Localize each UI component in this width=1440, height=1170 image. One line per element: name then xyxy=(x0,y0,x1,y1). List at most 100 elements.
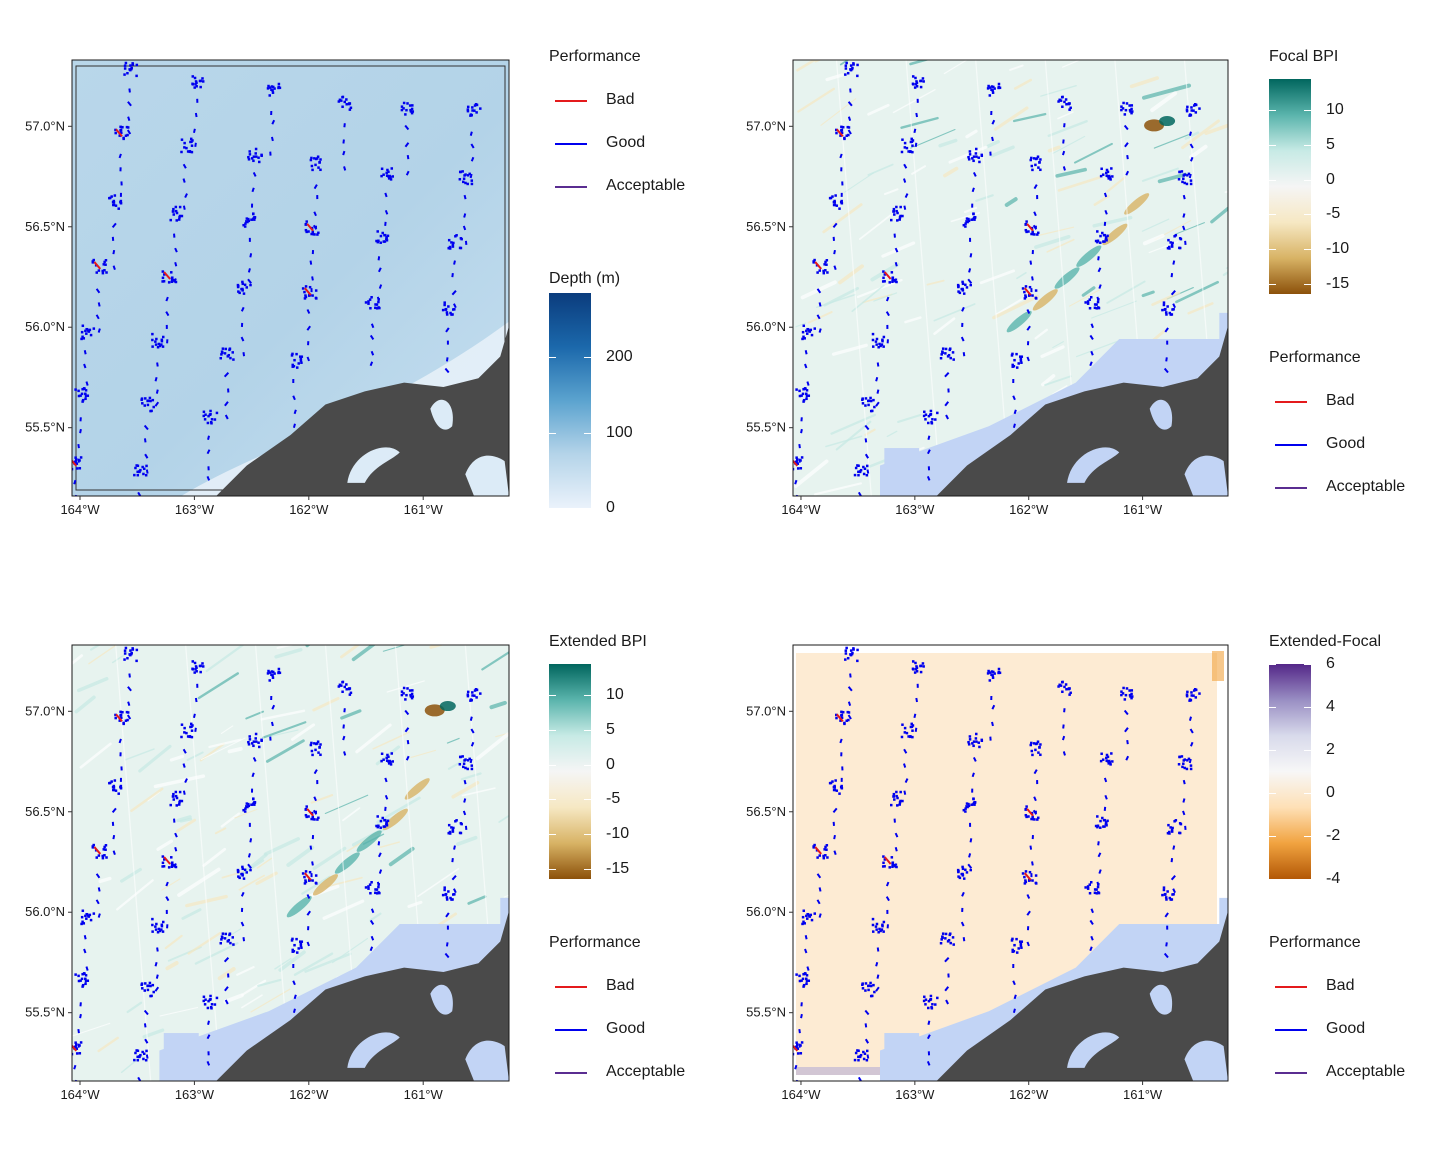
legend-item-label: Bad xyxy=(606,91,635,108)
x-tick-label: 163°W xyxy=(175,502,215,517)
station-good xyxy=(266,667,282,741)
x-tick-label: 163°W xyxy=(895,502,935,517)
station-good xyxy=(108,194,123,271)
station-bad xyxy=(1024,220,1040,293)
legend-item-label: Good xyxy=(1326,435,1366,452)
station-good xyxy=(1099,167,1114,241)
station-good xyxy=(123,61,139,135)
y-tick-label: 56.0°N xyxy=(746,319,786,334)
x-tick-label: 164°W xyxy=(781,1087,821,1102)
lake xyxy=(1184,1040,1228,1081)
station-good xyxy=(123,646,139,720)
lake xyxy=(1149,984,1173,1015)
colorbar-title: Extended BPI xyxy=(549,633,647,650)
y-tick-label: 55.5°N xyxy=(746,1005,786,1020)
land-mass xyxy=(936,910,1228,1081)
station-bad xyxy=(91,258,108,333)
legend-item-label: Bad xyxy=(1326,392,1355,409)
colorbar-legend: Extended-Focal xyxy=(1269,633,1381,651)
station-bad xyxy=(161,270,178,344)
station-bad xyxy=(1024,805,1040,878)
station-good xyxy=(939,347,955,420)
colorbar xyxy=(549,293,591,508)
station-good xyxy=(939,932,955,1005)
station-good xyxy=(1029,740,1042,815)
station-good xyxy=(309,740,322,815)
colorbar-tick-label: 2 xyxy=(1326,741,1335,758)
legend-item-good: Good xyxy=(549,134,749,154)
legend-item-label: Acceptable xyxy=(606,1063,686,1080)
colorbar-tick-label: -10 xyxy=(606,824,630,842)
panel-border xyxy=(792,59,1229,497)
lake xyxy=(430,984,453,1015)
station-bad xyxy=(812,258,829,333)
station-good xyxy=(309,155,322,230)
lake xyxy=(347,1032,400,1068)
x-tick-label: 164°W xyxy=(781,502,821,517)
station-good xyxy=(1177,755,1193,830)
station-good xyxy=(911,660,925,732)
station-good xyxy=(871,917,886,992)
legend-item-acceptable: Acceptable xyxy=(549,1063,749,1083)
station-good xyxy=(986,667,1002,741)
station-good xyxy=(202,994,219,1066)
panel-border xyxy=(71,644,510,1082)
legend-key-line xyxy=(555,186,587,188)
station-bad xyxy=(1021,285,1038,362)
y-tick-label: 55.5°N xyxy=(25,1005,65,1020)
station-good xyxy=(180,722,194,795)
station-good xyxy=(1084,295,1101,367)
lake xyxy=(465,1040,509,1081)
legend-item-label: Acceptable xyxy=(1326,478,1406,495)
legend-item-good: Good xyxy=(549,1020,749,1040)
station-good xyxy=(447,234,463,309)
colorbar-tick-label: 10 xyxy=(606,686,624,704)
map-depth: 164°W 163°W 162°W 161°W 57.0°N 56.5°N 56.0°N 55… xyxy=(25,59,510,517)
station-good xyxy=(151,917,165,992)
legend-item-label: Acceptable xyxy=(606,177,686,194)
station-good xyxy=(844,646,859,720)
map-extended: 164°W 163°W 162°W 161°W 57.0°N 56.5°N 56.0°N 55… xyxy=(25,644,510,1102)
station-good xyxy=(1120,101,1134,176)
colorbar-tick-label: 0 xyxy=(606,755,615,773)
station-bad xyxy=(91,843,108,918)
station-good xyxy=(1010,937,1024,1014)
station-good xyxy=(900,137,915,210)
station-good xyxy=(466,102,482,179)
legend-item-acceptable: Acceptable xyxy=(1269,478,1440,498)
station-good xyxy=(236,280,252,357)
y-tick-label: 57.0°N xyxy=(25,118,65,133)
station-good xyxy=(466,687,482,764)
station-good xyxy=(986,82,1002,156)
station-good xyxy=(266,82,282,156)
legend-item-acceptable: Acceptable xyxy=(1269,1063,1440,1083)
station-good xyxy=(1185,102,1201,179)
station-good xyxy=(441,886,456,959)
lake xyxy=(1184,455,1228,496)
y-tick-label: 56.0°N xyxy=(25,319,65,334)
station-bad xyxy=(114,710,130,782)
station-good xyxy=(844,61,859,135)
station-good xyxy=(140,396,155,474)
y-tick-label: 57.0°N xyxy=(25,703,65,718)
station-good xyxy=(1029,155,1042,230)
station-good xyxy=(1161,886,1175,959)
legend-item-label: Good xyxy=(1326,1020,1366,1037)
colorbar-tick-label: 5 xyxy=(606,720,615,738)
land-mass xyxy=(216,910,509,1081)
station-good xyxy=(447,819,463,894)
station-bad xyxy=(114,125,130,197)
station-bad xyxy=(881,855,898,929)
colorbar-tick-label: -15 xyxy=(1326,274,1350,292)
station-good xyxy=(1057,95,1072,171)
station-good xyxy=(1057,680,1072,756)
colorbar xyxy=(1269,664,1311,879)
y-tick-label: 55.5°N xyxy=(746,420,786,435)
colorbar-title: Focal BPI xyxy=(1269,48,1339,65)
y-tick-label: 56.5°N xyxy=(25,219,65,234)
station-good xyxy=(140,981,155,1059)
panel-border xyxy=(792,644,1229,1082)
colorbar-tick-label: -10 xyxy=(1326,239,1350,257)
station-good xyxy=(861,396,876,474)
legend-item-label: Acceptable xyxy=(1326,1063,1406,1080)
